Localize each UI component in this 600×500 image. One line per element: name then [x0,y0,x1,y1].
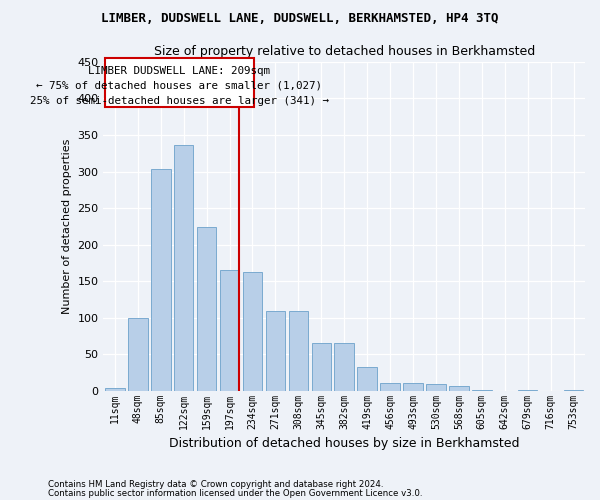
Title: Size of property relative to detached houses in Berkhamsted: Size of property relative to detached ho… [154,45,535,58]
Bar [243,272,262,390]
Text: LIMBER DUDSWELL LANE: 209sqm: LIMBER DUDSWELL LANE: 209sqm [88,66,270,76]
FancyBboxPatch shape [104,58,254,107]
Text: 25% of semi-detached houses are larger (341) →: 25% of semi-detached houses are larger (… [29,96,329,106]
Bar [266,311,285,390]
Text: Contains HM Land Registry data © Crown copyright and database right 2024.: Contains HM Land Registry data © Crown c… [48,480,383,489]
Bar [174,145,193,390]
Bar [151,170,170,390]
Bar [426,384,446,390]
Bar [334,343,354,390]
Bar [105,388,125,390]
Text: ← 75% of detached houses are smaller (1,027): ← 75% of detached houses are smaller (1,… [36,81,322,91]
Bar [220,270,239,390]
Bar [380,382,400,390]
Y-axis label: Number of detached properties: Number of detached properties [62,138,72,314]
Bar [197,227,217,390]
Bar [403,384,423,390]
X-axis label: Distribution of detached houses by size in Berkhamsted: Distribution of detached houses by size … [169,437,520,450]
Text: Contains public sector information licensed under the Open Government Licence v3: Contains public sector information licen… [48,489,422,498]
Bar [128,318,148,390]
Bar [449,386,469,390]
Bar [311,343,331,390]
Bar [358,368,377,390]
Bar [289,311,308,390]
Text: LIMBER, DUDSWELL LANE, DUDSWELL, BERKHAMSTED, HP4 3TQ: LIMBER, DUDSWELL LANE, DUDSWELL, BERKHAM… [101,12,499,26]
